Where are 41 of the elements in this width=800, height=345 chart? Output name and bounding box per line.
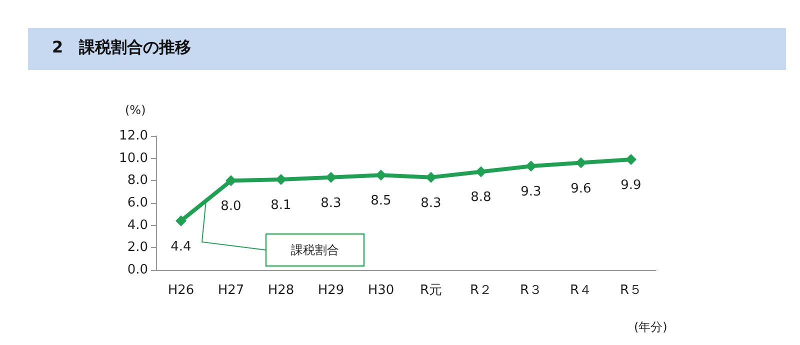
point: [176, 215, 186, 226]
y-tick-label: 8.0: [127, 173, 148, 188]
y-tick-label: 0.0: [127, 262, 148, 278]
x-tick-label: R元: [420, 283, 442, 298]
x-tick-label: H30: [368, 283, 394, 298]
data-label: 8.3: [320, 196, 342, 211]
data-label: 9.9: [620, 178, 642, 193]
x-tick-label: H29: [318, 283, 344, 298]
x-tick-label: H28: [268, 283, 294, 298]
point: [376, 170, 386, 181]
text: 課税割合: [291, 243, 339, 257]
x-axis-title: (年分): [634, 320, 668, 334]
data-label: 9.3: [520, 184, 542, 200]
data-label: 8.5: [370, 194, 392, 209]
point: [426, 172, 436, 183]
y-tick-label: 6.0: [127, 196, 148, 210]
data-label: 9.6: [570, 181, 592, 196]
data-label: 8.8: [470, 190, 492, 206]
x-tick-label: R２: [470, 283, 492, 298]
data-label: 4.4: [170, 239, 192, 254]
point: [226, 175, 236, 186]
point: [326, 172, 336, 183]
point: [526, 160, 536, 172]
x-tick-label: R４: [570, 283, 592, 298]
y-tick-label: 12.0: [119, 128, 148, 144]
x-tick-label: H27: [218, 283, 244, 298]
chart-title: 2 課税割合の推移: [52, 38, 192, 56]
point: [476, 166, 486, 178]
point: [626, 154, 636, 165]
x-tick-label: R３: [520, 283, 542, 298]
x-tick-label: R５: [620, 283, 642, 298]
data-label: 8.1: [270, 198, 292, 214]
y-axis-title: (%): [125, 103, 146, 117]
y-tick-label: 2.0: [127, 240, 148, 256]
data-label: 8.0: [220, 199, 242, 214]
x-tick-label: H26: [168, 283, 194, 298]
point: [276, 174, 286, 186]
y-tick-label: 4.0: [127, 218, 148, 233]
y-tick-label: 10.0: [119, 150, 148, 166]
data-label: 8.3: [420, 196, 442, 211]
point: [576, 157, 586, 168]
